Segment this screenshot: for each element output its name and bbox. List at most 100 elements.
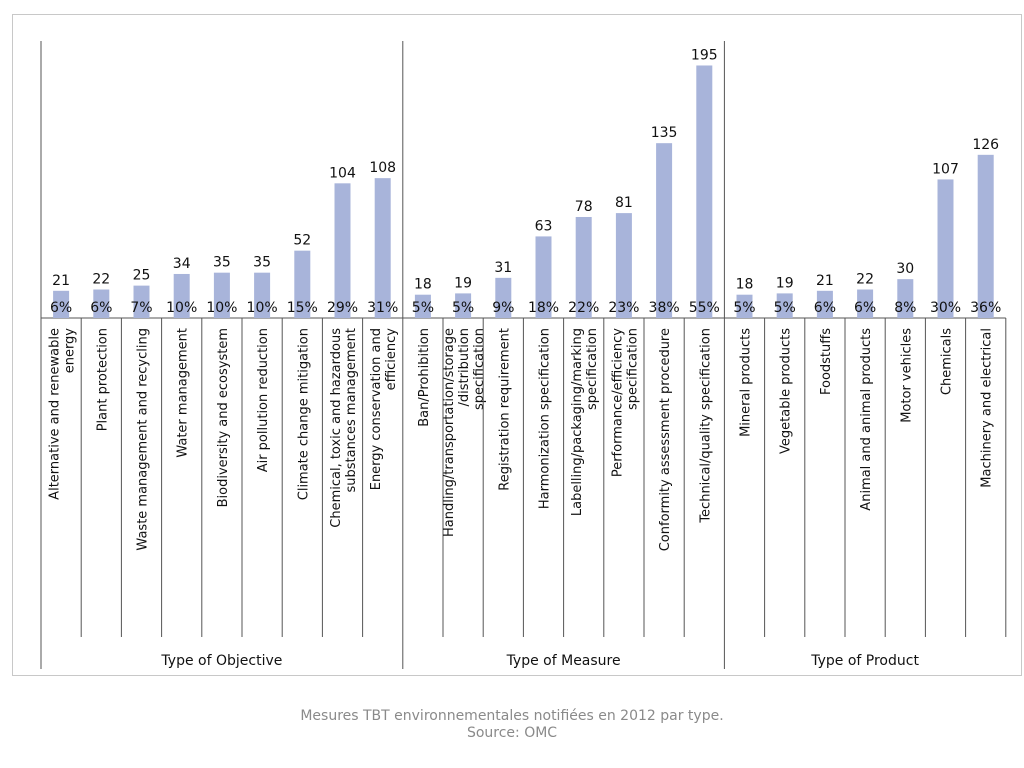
value-label: 52 <box>293 233 311 249</box>
value-label: 25 <box>133 268 151 284</box>
bar <box>254 272 271 318</box>
bar <box>656 143 673 318</box>
value-label: 107 <box>932 161 959 177</box>
category-label: Mineral products <box>739 328 754 437</box>
category-label: Energy conservation andefficiency <box>369 328 399 491</box>
value-label: 31 <box>494 260 512 276</box>
category-label: Harmonization specification <box>538 328 553 509</box>
value-label: 35 <box>253 255 271 271</box>
bar <box>897 279 914 318</box>
value-label: 19 <box>454 275 472 291</box>
category-label: Alternative and renewableenergy <box>48 328 78 500</box>
value-label: 19 <box>776 275 794 291</box>
chart-frame: 21 6% Alternative and renewableenergy 22 6% P… <box>12 14 1022 676</box>
category-label: Plant protection <box>95 328 110 431</box>
chart-source: Source: OMC <box>466 725 558 741</box>
value-label: 78 <box>575 199 593 215</box>
category-label: Labelling/packaging/markingspecification <box>570 328 600 516</box>
percent-label: 6% <box>814 300 836 316</box>
bar <box>776 293 793 318</box>
percent-label: 10% <box>166 300 197 316</box>
category-label: Biodiversity and ecosystem <box>216 328 231 507</box>
group-label: Type of Measure <box>506 653 621 669</box>
bar <box>213 272 230 318</box>
percent-label: 9% <box>492 300 514 316</box>
category-label: Chemicals <box>940 328 955 395</box>
percent-label: 30% <box>930 300 961 316</box>
bar <box>495 277 512 318</box>
percent-label: 10% <box>247 300 278 316</box>
bar <box>696 65 713 318</box>
percent-label: 7% <box>130 300 152 316</box>
value-label: 135 <box>651 125 678 141</box>
category-label: Motor vehicles <box>899 328 914 423</box>
bar <box>414 294 431 318</box>
bar <box>93 289 110 318</box>
value-label: 21 <box>816 273 834 289</box>
bar <box>575 216 592 318</box>
percent-label: 6% <box>90 300 112 316</box>
category-label: Ban/Prohibition <box>417 328 432 427</box>
value-label: 18 <box>736 277 754 293</box>
bar <box>857 289 874 318</box>
value-label: 22 <box>856 272 874 288</box>
percent-label: 5% <box>452 300 474 316</box>
category-label: Foodstuffs <box>819 328 834 395</box>
bar <box>455 293 472 318</box>
percent-label: 23% <box>608 300 639 316</box>
value-label: 195 <box>691 47 718 63</box>
category-label: Registration requirement <box>497 328 512 491</box>
bar <box>374 178 391 318</box>
percent-label: 18% <box>528 300 559 316</box>
percent-label: 8% <box>894 300 916 316</box>
percent-label: 5% <box>733 300 755 316</box>
bar <box>334 183 351 318</box>
value-label: 30 <box>896 261 914 277</box>
category-label: Technical/quality specification <box>698 328 713 524</box>
percent-label: 5% <box>412 300 434 316</box>
group-label: Type of Product <box>810 653 919 669</box>
percent-label: 6% <box>854 300 876 316</box>
category-label: Chemical, toxic and hazardoussubstances … <box>329 328 359 528</box>
percent-label: 38% <box>649 300 680 316</box>
value-label: 34 <box>173 256 191 272</box>
bar <box>937 179 954 318</box>
bar <box>133 285 150 318</box>
value-label: 63 <box>535 218 553 234</box>
value-label: 35 <box>213 255 231 271</box>
bar <box>535 236 552 318</box>
percent-label: 36% <box>970 300 1001 316</box>
bar <box>977 154 994 318</box>
percent-label: 15% <box>287 300 318 316</box>
category-label: Conformity assessment procedure <box>658 328 673 551</box>
percent-label: 55% <box>689 300 720 316</box>
category-label: Air pollution reduction <box>256 328 271 472</box>
value-label: 22 <box>92 272 110 288</box>
percent-label: 6% <box>50 300 72 316</box>
category-label: Water management <box>176 328 191 458</box>
percent-label: 22% <box>568 300 599 316</box>
value-label: 81 <box>615 195 633 211</box>
group-label: Type of Objective <box>160 653 282 669</box>
percent-label: 5% <box>774 300 796 316</box>
value-label: 18 <box>414 277 432 293</box>
bar <box>173 273 190 318</box>
value-label: 21 <box>52 273 70 289</box>
category-label: Performance/efficiencyspecification <box>610 328 640 477</box>
percent-label: 29% <box>327 300 358 316</box>
bar-chart: 21 6% Alternative and renewableenergy 22 6% P… <box>40 41 1007 669</box>
bar <box>53 290 70 318</box>
category-label: Machinery and electrical <box>980 328 995 488</box>
value-label: 108 <box>369 160 396 176</box>
category-label: Waste management and recycling <box>136 328 151 551</box>
percent-label: 10% <box>206 300 237 316</box>
category-label: Vegetable products <box>779 328 794 454</box>
category-label: Animal and animal products <box>859 328 874 511</box>
bar <box>816 290 833 318</box>
category-label: Climate change mitigation <box>296 328 311 500</box>
bar <box>294 250 311 318</box>
category-label: Handling/transportation/storage/distribu… <box>442 328 487 537</box>
chart-caption: Mesures TBT environnementales notifiées … <box>300 708 724 724</box>
value-label: 126 <box>972 137 999 153</box>
value-label: 104 <box>329 165 356 181</box>
